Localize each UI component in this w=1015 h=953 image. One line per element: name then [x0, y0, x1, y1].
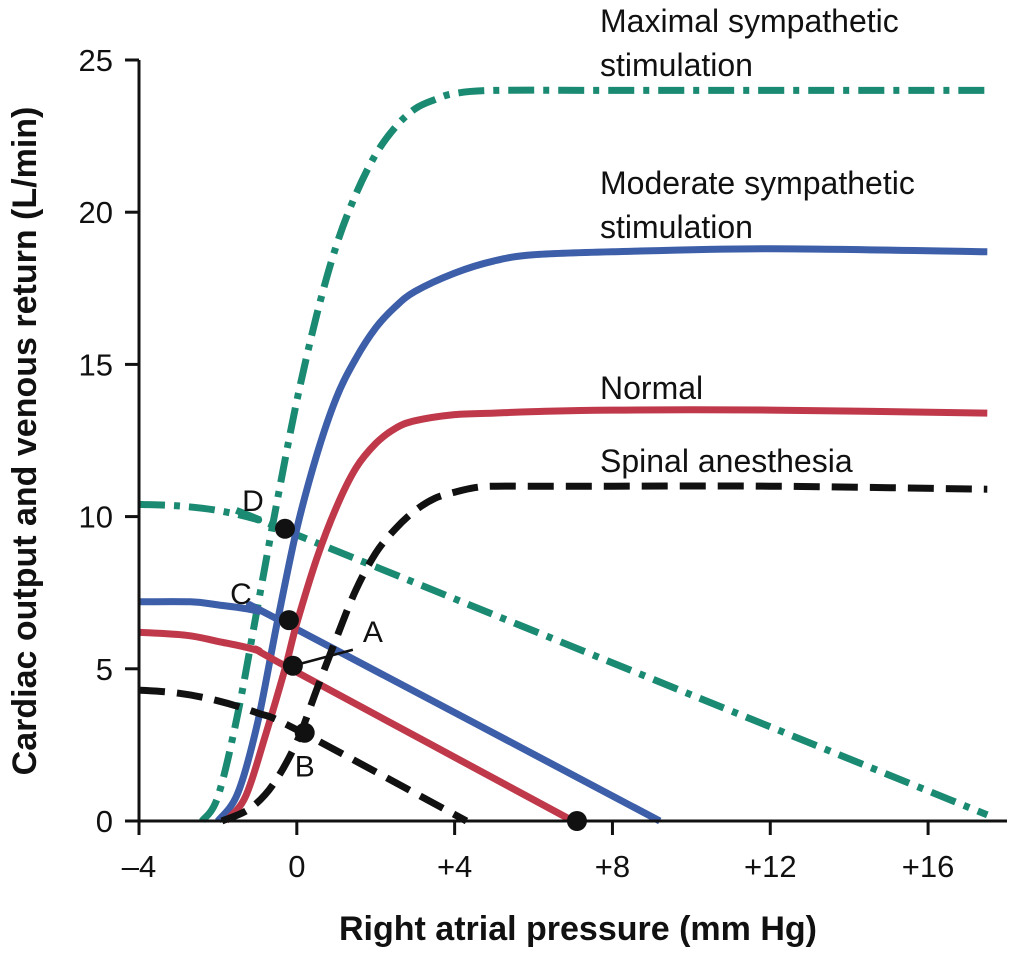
equilibrium-point [566, 811, 587, 831]
spinal-anesthesia-cardiac-output-line [220, 482, 988, 825]
x-tick-label: +8 [595, 849, 630, 884]
y-tick-label: 10 [79, 500, 113, 535]
normal-venous-return-line [138, 628, 575, 825]
x-tick-label: +16 [902, 849, 955, 884]
maximal-sympathetic-stimulation-venous-return-line [138, 500, 989, 819]
curve-label-maximal-line-1: Maximal sympathetic [600, 3, 899, 39]
y-tick-label: 25 [79, 43, 113, 78]
x-tick-label: –4 [122, 849, 156, 884]
points-layer: D C A B [230, 485, 587, 831]
x-tick-label: +12 [744, 849, 797, 884]
point-label-d: D [242, 485, 264, 518]
y-tick-label: 0 [96, 804, 113, 839]
ticks-layer: 0 5 10 15 20 25 –4 0 +4 +8 +12 +16 [79, 43, 955, 884]
spinal-anesthesia-venous-return-line [138, 686, 469, 825]
point-a-leader-line [292, 648, 354, 667]
equilibrium-point-d [274, 518, 295, 539]
moderate-sympathetic-stimulation-venous-return-line [138, 598, 662, 825]
x-tick-label: +4 [437, 849, 472, 884]
y-tick-label: 5 [96, 652, 113, 687]
equilibrium-point-b [294, 722, 315, 743]
point-label-c: C [230, 578, 252, 611]
curve-label-spinal-anesthesia: Spinal anesthesia [600, 443, 853, 479]
labels-layer: Maximal sympathetic stimulation Moderate… [600, 3, 915, 479]
curve-label-moderate-line-2: stimulation [600, 209, 753, 245]
equilibrium-point-c [278, 610, 299, 631]
maximal-sympathetic-stimulation-cardiac-output-line [199, 86, 988, 824]
y-tick-label: 20 [79, 195, 113, 230]
normal-cardiac-output-line [223, 406, 988, 824]
x-tick-label: 0 [288, 849, 305, 884]
point-label-b: B [295, 751, 315, 784]
y-tick-label: 15 [79, 347, 113, 382]
y-axis-title: Cardiac output and venous return (L/min) [6, 107, 44, 776]
x-axis-title: Right atrial pressure (mm Hg) [339, 910, 817, 948]
curve-label-moderate-line-1: Moderate sympathetic [600, 165, 915, 201]
curve-label-normal: Normal [600, 370, 703, 406]
curve-label-maximal-line-2: stimulation [600, 47, 753, 83]
moderate-sympathetic-stimulation-cardiac-output-line [215, 245, 988, 824]
series-layer [138, 86, 989, 825]
point-label-a: A [363, 616, 383, 649]
